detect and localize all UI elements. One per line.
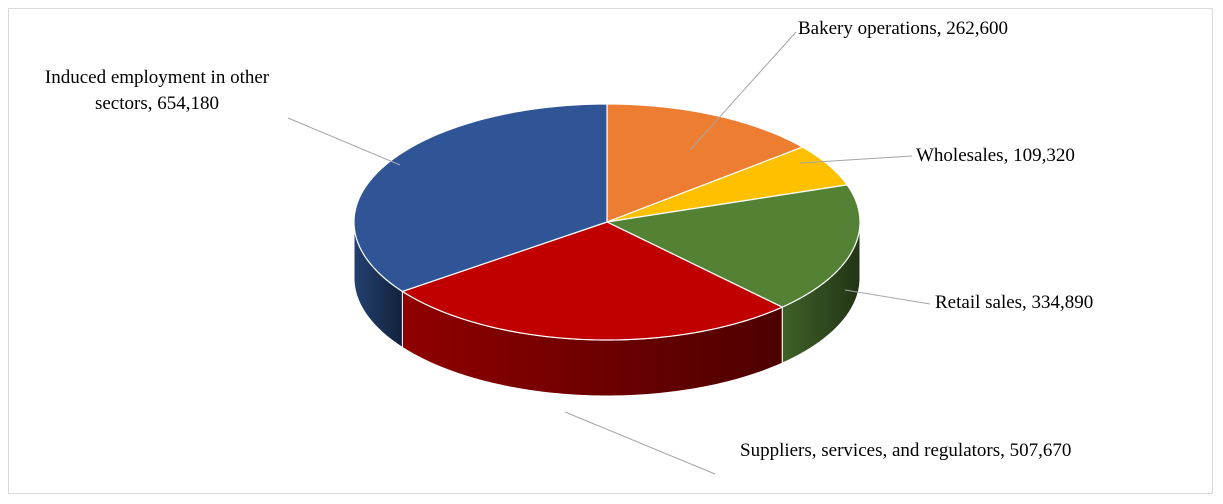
data-label: Wholesales, 109,320: [916, 145, 1075, 166]
slice: [401, 221, 784, 341]
leader-line: [689, 31, 797, 151]
leader-line: [844, 289, 931, 305]
chart-frame: [8, 8, 1213, 494]
leader-line: [799, 155, 913, 164]
slice: [606, 103, 804, 223]
data-label: Suppliers, services, and regulators, 507…: [740, 440, 1072, 461]
data-label: Induced employment in other sectors, 654…: [44, 67, 270, 114]
slice: [353, 103, 608, 293]
data-label: Retail sales, 334,890: [935, 292, 1094, 313]
slice: [605, 184, 861, 308]
slice: [606, 146, 849, 223]
leader-line: [287, 117, 401, 166]
leader-line: [564, 411, 716, 475]
data-label: Bakery operations, 262,600: [798, 18, 1009, 39]
